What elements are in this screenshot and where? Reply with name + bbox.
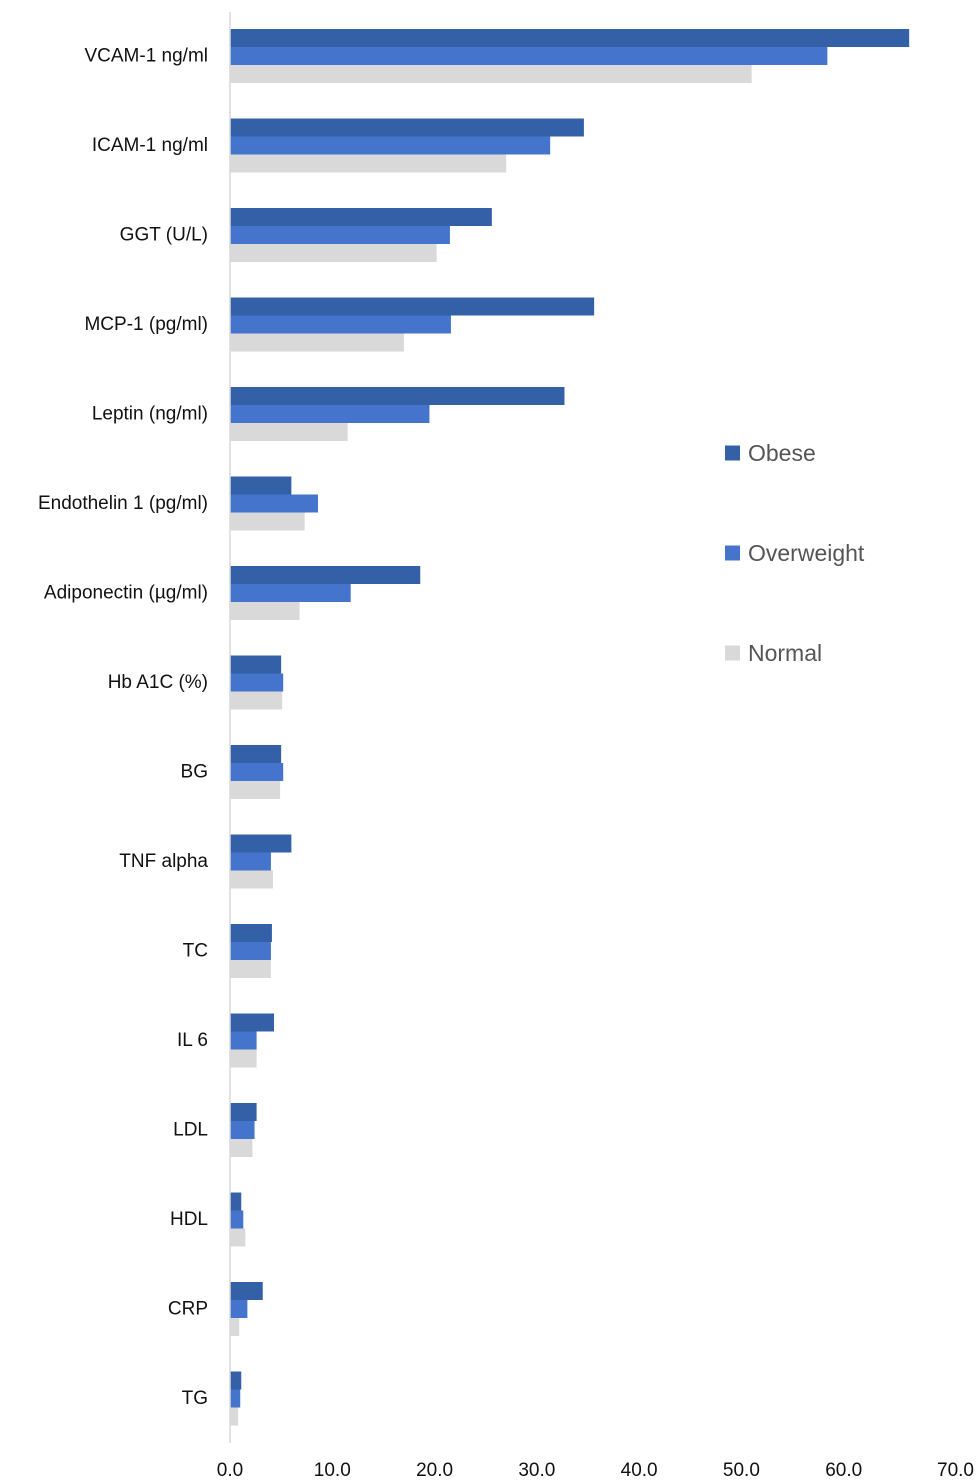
bar-overweight-bg xyxy=(230,763,284,781)
bar-obese-adiponectin-g-ml xyxy=(230,566,421,584)
bar-normal-hb-a1c xyxy=(230,691,283,710)
bar-obese-bg xyxy=(230,745,282,763)
category-label-hb-a1c: Hb A1C (%) xyxy=(108,672,208,693)
bar-normal-icam-1-ng-ml xyxy=(230,154,507,173)
bar-overweight-icam-1-ng-ml xyxy=(230,136,551,155)
category-label-vcam-1-ng-ml: VCAM-1 ng/ml xyxy=(84,46,208,67)
category-label-ldl: LDL xyxy=(173,1120,208,1141)
bars-group xyxy=(230,29,910,1426)
category-label-tc: TC xyxy=(183,941,208,962)
category-label-tg: TG xyxy=(182,1388,208,1409)
bar-obese-tg xyxy=(230,1371,242,1390)
category-label-icam-1-ng-ml: ICAM-1 ng/ml xyxy=(92,135,208,156)
x-tick-label: 10.0 xyxy=(314,1460,351,1481)
bar-obese-tc xyxy=(230,924,272,942)
bar-overweight-vcam-1-ng-ml xyxy=(230,47,828,65)
legend: Obese Overweight Normal xyxy=(725,440,865,666)
bar-obese-icam-1-ng-ml xyxy=(230,118,584,137)
bar-overweight-leptin-ng-ml xyxy=(230,405,430,423)
bar-overweight-tnf-alpha xyxy=(230,852,271,871)
legend-label-overweight: Overweight xyxy=(748,540,865,566)
category-label-il-6: IL 6 xyxy=(177,1030,208,1051)
bar-overweight-hdl xyxy=(230,1210,244,1229)
bar-obese-leptin-ng-ml xyxy=(230,387,565,405)
legend-label-obese: Obese xyxy=(748,440,816,466)
category-label-crp: CRP xyxy=(168,1299,208,1320)
category-label-leptin-ng-ml: Leptin (ng/ml) xyxy=(92,404,208,425)
legend-swatch-normal xyxy=(725,645,740,661)
bar-normal-tg xyxy=(230,1407,239,1426)
bar-normal-adiponectin-g-ml xyxy=(230,602,300,620)
bar-normal-crp xyxy=(230,1318,240,1336)
category-label-ggt-u-l: GGT (U/L) xyxy=(120,225,208,246)
bar-overweight-ldl xyxy=(230,1121,255,1139)
bar-overweight-tg xyxy=(230,1389,241,1408)
legend-label-normal: Normal xyxy=(748,640,822,666)
bar-normal-tc xyxy=(230,960,271,978)
bar-normal-mcp-1-pg-ml xyxy=(230,333,404,352)
bar-obese-tnf-alpha xyxy=(230,834,292,853)
category-label-bg: BG xyxy=(181,762,208,783)
bar-obese-ggt-u-l xyxy=(230,208,492,226)
legend-swatch-overweight xyxy=(725,545,740,561)
x-tick-label: 0.0 xyxy=(217,1460,243,1481)
bar-obese-hb-a1c xyxy=(230,655,282,674)
bar-normal-il-6 xyxy=(230,1049,257,1068)
bar-overweight-endothelin-1-pg-ml xyxy=(230,494,318,513)
bar-overweight-mcp-1-pg-ml xyxy=(230,315,451,334)
x-tick-label: 50.0 xyxy=(723,1460,760,1481)
bar-obese-ldl xyxy=(230,1103,257,1121)
category-label-mcp-1-pg-ml: MCP-1 (pg/ml) xyxy=(84,314,208,335)
bar-overweight-adiponectin-g-ml xyxy=(230,584,351,602)
bar-overweight-tc xyxy=(230,942,271,960)
bar-normal-tnf-alpha xyxy=(230,870,273,889)
bar-normal-hdl xyxy=(230,1228,246,1247)
bar-normal-vcam-1-ng-ml xyxy=(230,65,752,83)
bar-overweight-il-6 xyxy=(230,1031,257,1050)
x-tick-label: 40.0 xyxy=(621,1460,658,1481)
x-tick-label: 30.0 xyxy=(518,1460,555,1481)
bar-overweight-crp xyxy=(230,1300,248,1318)
x-tick-label: 20.0 xyxy=(416,1460,453,1481)
category-label-tnf-alpha: TNF alpha xyxy=(119,851,208,872)
bar-normal-endothelin-1-pg-ml xyxy=(230,512,305,531)
bar-overweight-hb-a1c xyxy=(230,673,284,692)
bar-obese-crp xyxy=(230,1282,263,1300)
bar-obese-endothelin-1-pg-ml xyxy=(230,476,292,495)
category-label-endothelin-1-pg-ml: Endothelin 1 (pg/ml) xyxy=(38,493,208,514)
bar-obese-vcam-1-ng-ml xyxy=(230,29,910,47)
bar-overweight-ggt-u-l xyxy=(230,226,450,244)
x-tick-label: 70.0 xyxy=(937,1460,974,1481)
bar-normal-leptin-ng-ml xyxy=(230,423,348,441)
bar-obese-hdl xyxy=(230,1192,242,1211)
bar-normal-bg xyxy=(230,781,281,799)
bar-normal-ldl xyxy=(230,1139,253,1157)
legend-swatch-obese xyxy=(725,445,740,461)
category-label-adiponectin-g-ml: Adiponectin (µg/ml) xyxy=(44,583,208,604)
bar-obese-il-6 xyxy=(230,1013,274,1032)
x-tick-labels: 0.0 10.0 20.0 30.0 40.0 50.0 60.0 70.0 xyxy=(217,1460,974,1481)
bar-obese-mcp-1-pg-ml xyxy=(230,297,595,316)
bar-normal-ggt-u-l xyxy=(230,244,437,262)
x-tick-label: 60.0 xyxy=(825,1460,862,1481)
category-label-hdl: HDL xyxy=(170,1209,208,1230)
category-labels: VCAM-1 ng/ml ICAM-1 ng/ml GGT (U/L) MCP-1 (… xyxy=(38,46,208,1410)
